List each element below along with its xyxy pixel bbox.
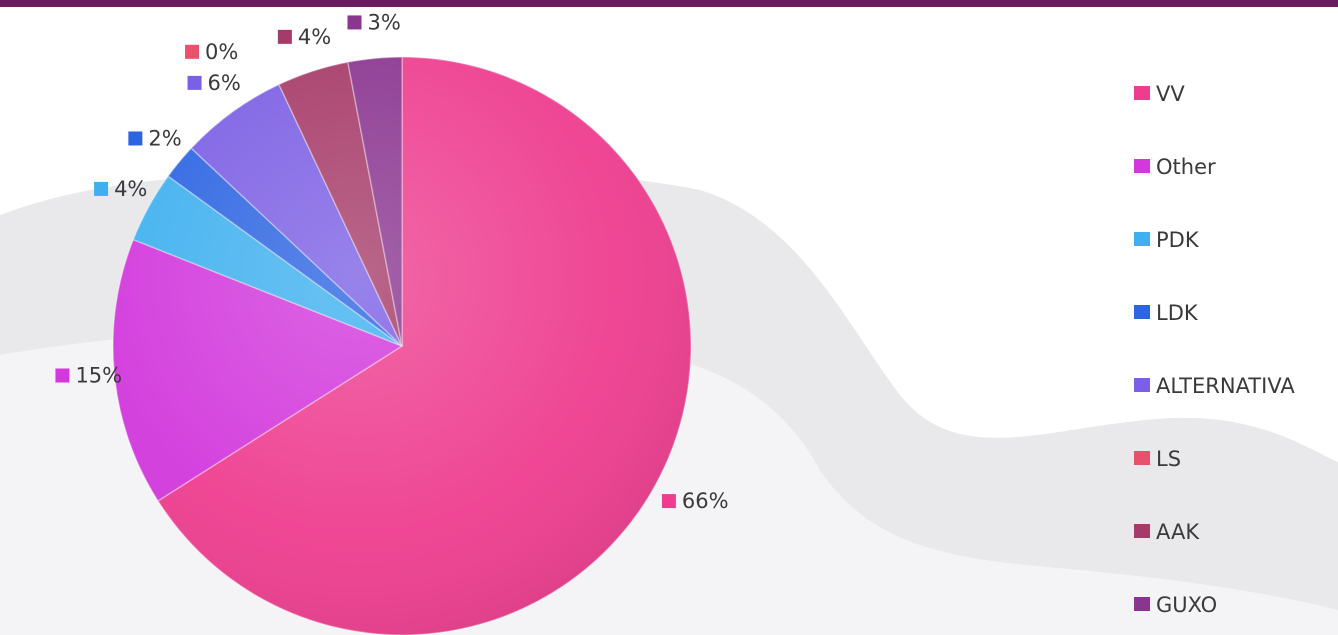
legend-label: PDK: [1156, 228, 1200, 252]
legend-item-pdk[interactable]: PDK: [1134, 228, 1200, 252]
data-label-ls: 0%: [185, 40, 238, 64]
data-label-marker: [187, 75, 202, 90]
data-label-guxo: 3%: [347, 10, 401, 34]
legend-swatch: [1134, 451, 1150, 465]
legend-item-alternativa[interactable]: ALTERNATIVA: [1134, 374, 1295, 398]
data-label-text: 66%: [682, 489, 729, 513]
data-label-marker: [185, 44, 200, 59]
legend-item-vv[interactable]: VV: [1134, 82, 1185, 106]
data-label-marker: [128, 131, 143, 146]
chart-legend: VV Other PDK LDK ALTERNATIVA LS AAK GUXO: [1134, 82, 1295, 617]
data-label-pdk: 4%: [94, 177, 147, 201]
legend-swatch: [1134, 524, 1150, 538]
legend-label: GUXO: [1156, 593, 1217, 617]
legend-swatch: [1134, 86, 1150, 100]
data-label-text: 6%: [208, 71, 241, 95]
legend-swatch: [1134, 232, 1150, 246]
legend-label: LDK: [1156, 301, 1199, 325]
top-accent-bar: [0, 0, 1338, 7]
legend-label: Other: [1156, 155, 1216, 179]
legend-item-ls[interactable]: LS: [1134, 447, 1181, 471]
legend-swatch: [1134, 597, 1150, 611]
legend-swatch: [1134, 159, 1150, 173]
data-label-marker: [277, 29, 292, 44]
data-label-marker: [55, 368, 70, 383]
data-label-alternativa: 6%: [187, 71, 241, 95]
data-label-text: 0%: [205, 40, 238, 64]
data-label-aak: 4%: [277, 25, 331, 49]
legend-label: LS: [1156, 447, 1181, 471]
data-label-marker: [347, 15, 362, 30]
legend-swatch: [1134, 378, 1150, 392]
data-label-text: 3%: [368, 10, 401, 34]
legend-item-other[interactable]: Other: [1134, 155, 1216, 179]
data-label-marker: [94, 181, 109, 196]
legend-item-ldk[interactable]: LDK: [1134, 301, 1199, 325]
legend-label: AAK: [1156, 520, 1200, 544]
legend-label: VV: [1156, 82, 1185, 106]
data-label-text: 15%: [75, 363, 122, 387]
data-label-ldk: 2%: [128, 126, 182, 150]
legend-item-guxo[interactable]: GUXO: [1134, 593, 1217, 617]
legend-swatch: [1134, 305, 1150, 319]
data-label-other: 15%: [55, 363, 122, 387]
data-label-marker: [661, 494, 676, 509]
data-label-text: 4%: [298, 25, 331, 49]
data-label-text: 2%: [148, 126, 181, 150]
legend-item-aak[interactable]: AAK: [1134, 520, 1200, 544]
legend-label: ALTERNATIVA: [1156, 374, 1295, 398]
data-label-vv: 66%: [661, 489, 729, 513]
data-label-text: 4%: [114, 177, 147, 201]
